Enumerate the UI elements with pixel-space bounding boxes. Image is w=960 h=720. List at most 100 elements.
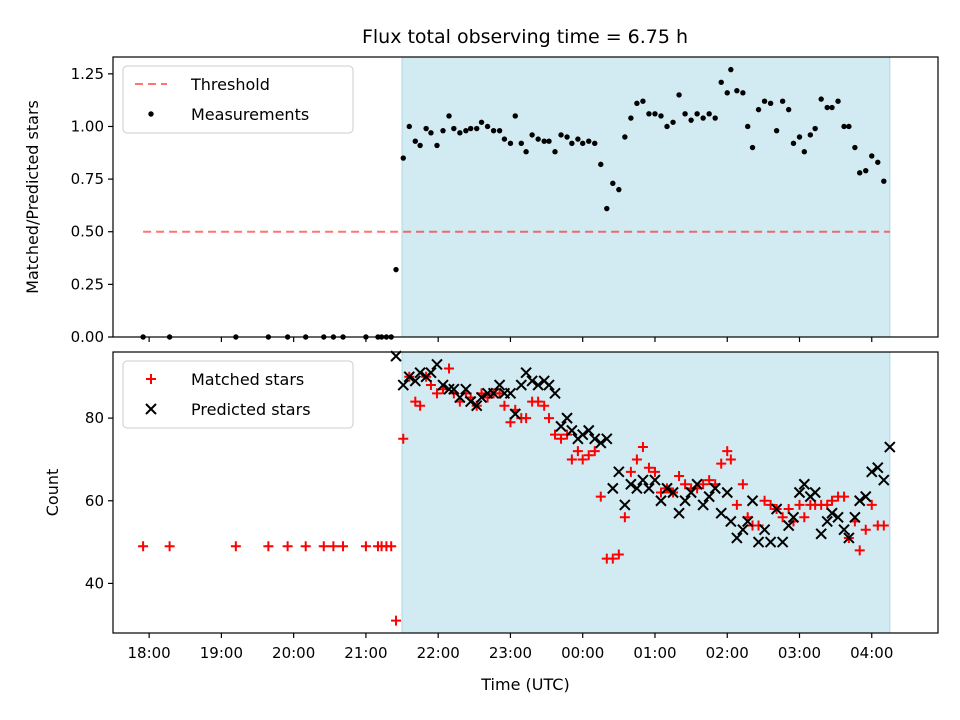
- measurement-point: [546, 138, 552, 144]
- predicted-star-point: [815, 528, 827, 540]
- measurement-point: [718, 79, 724, 85]
- measurement-point: [628, 115, 634, 121]
- matched-star-point: [765, 499, 776, 510]
- predicted-star-point: [619, 499, 631, 511]
- predicted-star-point: [776, 536, 789, 548]
- measurement-point: [640, 98, 646, 104]
- matched-star-point: [577, 454, 588, 465]
- measurement-point: [616, 186, 622, 193]
- predicted-star-point: [589, 433, 601, 445]
- y-tick-label: 0.25: [71, 275, 104, 293]
- measurement-point: [604, 205, 610, 212]
- measurement-point: [558, 132, 564, 138]
- predicted-star-point: [721, 486, 733, 499]
- measurement-point: [734, 87, 740, 94]
- measurement-point: [417, 142, 423, 149]
- measurement-point: [501, 136, 508, 142]
- x-tick-label: 04:00: [850, 644, 893, 662]
- matched-star-point: [539, 400, 550, 411]
- matched-star-point: [613, 549, 624, 560]
- measurement-point: [829, 104, 835, 111]
- measurement-point: [434, 142, 440, 149]
- measurement-point: [785, 106, 792, 113]
- measurement-point: [463, 127, 469, 134]
- measurement-point: [428, 130, 434, 136]
- matched-star-point: [230, 541, 241, 552]
- measurement-point: [676, 92, 682, 98]
- matched-star-point: [360, 541, 371, 552]
- matched-star-point: [263, 541, 274, 552]
- series-measurements: [140, 66, 887, 340]
- measurement-point: [761, 98, 768, 104]
- measurement-point: [507, 140, 514, 147]
- predicted-star-point: [697, 499, 709, 511]
- matched-star-point: [328, 541, 339, 552]
- matched-star-point: [550, 429, 561, 440]
- predicted-star-point: [798, 478, 811, 490]
- matched-star-point: [583, 450, 594, 461]
- count-panel: 40 60 80 18:00 19:00 20:00 21:00 22:00 23:00 00:0…: [43, 350, 939, 694]
- matched-star-point: [759, 495, 770, 506]
- matched-star-point: [431, 388, 442, 399]
- measurement-point: [610, 180, 616, 187]
- measurement-point: [646, 111, 652, 117]
- measurement-point: [569, 140, 575, 147]
- predicted-star-point: [872, 461, 884, 474]
- predicted-star-point: [673, 507, 685, 519]
- measurement-point: [440, 127, 446, 134]
- predicted-star-point: [838, 523, 850, 536]
- measurement-point: [818, 96, 824, 102]
- predicted-star-point: [782, 519, 795, 532]
- measurement-point: [824, 104, 830, 111]
- predicted-star-point: [661, 482, 673, 495]
- measurement-point: [598, 161, 604, 168]
- predicted-star-point: [854, 495, 866, 507]
- matched-star-point: [680, 479, 691, 490]
- predicted-star-point: [526, 375, 538, 387]
- measurement-point: [694, 111, 700, 117]
- matched-star-point: [318, 541, 329, 552]
- predicted-star-point: [826, 507, 838, 519]
- predicted-star-point: [787, 511, 800, 524]
- measurement-point: [484, 123, 491, 130]
- measurement-point: [575, 136, 581, 142]
- predicted-star-point: [821, 515, 833, 528]
- matched-star-point: [722, 446, 733, 457]
- predicted-star-point: [464, 395, 477, 408]
- legend: Matched stars Predicted stars: [122, 360, 354, 429]
- measurement-point: [670, 119, 676, 125]
- matched-star-point: [589, 446, 600, 457]
- measurement-point: [634, 100, 640, 107]
- matched-star-point: [637, 442, 648, 453]
- series-predicted-stars: [390, 350, 896, 548]
- predicted-star-point: [709, 482, 721, 495]
- measurement-point: [790, 140, 797, 147]
- measurement-point: [700, 115, 706, 121]
- predicted-star-point: [731, 532, 743, 544]
- predicted-star-point: [715, 507, 727, 519]
- measurement-point: [412, 138, 418, 144]
- predicted-star-point: [793, 486, 806, 499]
- measurement-point: [801, 149, 808, 155]
- matched-star-point: [415, 400, 426, 411]
- predicted-star-point: [425, 366, 437, 379]
- measurement-point: [852, 144, 858, 151]
- legend-label: Matched stars: [191, 370, 304, 389]
- predicted-star-point: [475, 391, 488, 404]
- matched-star-point: [777, 512, 788, 523]
- chart-title: Flux total observing time = 6.75 h: [362, 26, 688, 48]
- measurement-point: [496, 127, 503, 134]
- legend-box: [122, 360, 354, 429]
- predicted-star-point: [607, 482, 619, 495]
- measurement-point: [863, 167, 869, 174]
- predicted-star-point: [643, 482, 655, 495]
- matched-star-point: [607, 553, 618, 564]
- y-tick-label: 80: [85, 409, 104, 427]
- measurement-point: [846, 123, 852, 130]
- measurement-point: [541, 138, 547, 144]
- predicted-star-point: [667, 486, 679, 499]
- predicted-star-point: [625, 478, 637, 490]
- predicted-star-point: [866, 466, 878, 478]
